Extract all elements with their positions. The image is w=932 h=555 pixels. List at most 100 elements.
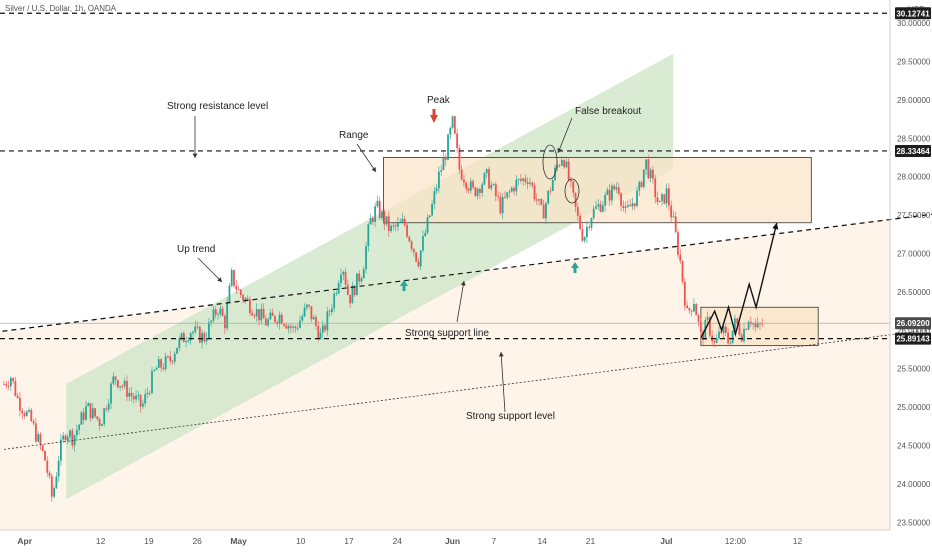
- candle-body: [754, 323, 757, 328]
- candle-body: [381, 211, 383, 219]
- candle-body: [608, 189, 611, 201]
- candle-body: [333, 293, 336, 309]
- price-badge: [895, 7, 931, 20]
- candle-body: [626, 205, 629, 207]
- candle-body: [485, 168, 488, 174]
- price-badge-label: 30.12741: [896, 9, 930, 18]
- candle-body: [456, 133, 459, 148]
- candle-body: [235, 285, 238, 290]
- candle-body: [631, 203, 634, 207]
- price-badge: [895, 144, 931, 157]
- candle-body: [212, 309, 215, 321]
- candle-body: [563, 160, 566, 168]
- candle-body: [267, 319, 270, 326]
- date-tick-label: 19: [144, 536, 154, 546]
- range-box: [383, 157, 812, 224]
- candle-body: [114, 376, 117, 381]
- price-tick-label: 27.00000: [897, 249, 931, 258]
- candle-body: [629, 205, 632, 207]
- candle-body: [408, 236, 411, 242]
- candle-body: [469, 181, 472, 191]
- candle-body: [545, 203, 547, 219]
- candle-body: [412, 248, 415, 253]
- candle-body: [349, 294, 352, 304]
- candle-body: [64, 435, 67, 441]
- candle-body: [415, 252, 418, 262]
- candle-body: [335, 293, 338, 295]
- candle-body: [403, 218, 406, 225]
- candle-body: [570, 179, 572, 182]
- pointer-up-trend-head: [217, 277, 222, 282]
- candle-body: [353, 285, 356, 296]
- candle-body: [745, 328, 748, 330]
- date-tick-label: 12: [96, 536, 106, 546]
- candle-body: [453, 116, 456, 134]
- date-tick-label: 24: [393, 536, 403, 546]
- candle-body: [194, 326, 197, 332]
- candle-body: [237, 289, 240, 291]
- candle-body: [699, 321, 702, 332]
- candle-body: [296, 327, 299, 329]
- projection-arrowhead: [772, 222, 779, 230]
- candle-body: [756, 323, 759, 328]
- candle-body: [258, 309, 260, 321]
- candle-body: [303, 307, 306, 317]
- candle-body: [499, 196, 502, 214]
- candle-body: [310, 306, 313, 320]
- candle-body: [340, 274, 342, 284]
- candle-body: [613, 185, 616, 190]
- candle-body: [465, 182, 468, 189]
- candle-body: [697, 315, 700, 322]
- candle-body: [533, 185, 536, 200]
- date-tick-label: May: [230, 536, 247, 546]
- support-arrow-stem-2: [573, 268, 577, 273]
- candle-body: [239, 289, 242, 295]
- label-up-trend: Up trend: [177, 244, 215, 255]
- price-tick-label: 23.50000: [897, 518, 931, 527]
- candle-body: [271, 312, 274, 316]
- candle-body: [274, 315, 276, 323]
- candle-body: [346, 284, 349, 295]
- candle-body: [665, 188, 668, 204]
- candle-body: [249, 299, 251, 313]
- candle-body: [44, 450, 46, 461]
- candle-body: [515, 179, 518, 192]
- candle-body: [89, 403, 92, 419]
- candle-body: [330, 308, 333, 312]
- candle-body: [474, 187, 477, 197]
- candle-body: [652, 169, 654, 179]
- candle-body: [85, 406, 87, 420]
- price-tick-label: 24.00000: [897, 480, 931, 489]
- label-range: Range: [339, 130, 369, 141]
- candle-body: [321, 325, 324, 333]
- candle-body: [69, 430, 71, 437]
- candle-body: [299, 320, 301, 328]
- candle-body: [592, 208, 595, 219]
- price-tick-label: 25.50000: [897, 365, 931, 374]
- price-tick-label: 26.00000: [897, 326, 931, 335]
- candle-body: [337, 283, 340, 294]
- false-breakout-circle-2: [564, 178, 580, 204]
- candle-body: [428, 215, 431, 218]
- candle-body: [141, 403, 144, 407]
- candle-body: [390, 225, 392, 231]
- candle-body: [483, 173, 486, 185]
- candle-body: [260, 308, 263, 321]
- candle-body: [743, 328, 745, 342]
- candle-body: [590, 218, 593, 228]
- candle-body: [34, 423, 37, 442]
- candle-body: [617, 187, 620, 194]
- pointer-resistance-head: [192, 153, 198, 158]
- candle-body: [242, 294, 244, 301]
- candle-body: [326, 311, 329, 331]
- candle-body: [387, 216, 390, 231]
- candle-body: [376, 200, 379, 207]
- candle-body: [292, 326, 295, 328]
- candle-body: [103, 408, 106, 425]
- candle-body: [749, 321, 752, 324]
- candle-body: [25, 411, 28, 416]
- candle-body: [460, 169, 463, 180]
- candle-body: [144, 394, 147, 404]
